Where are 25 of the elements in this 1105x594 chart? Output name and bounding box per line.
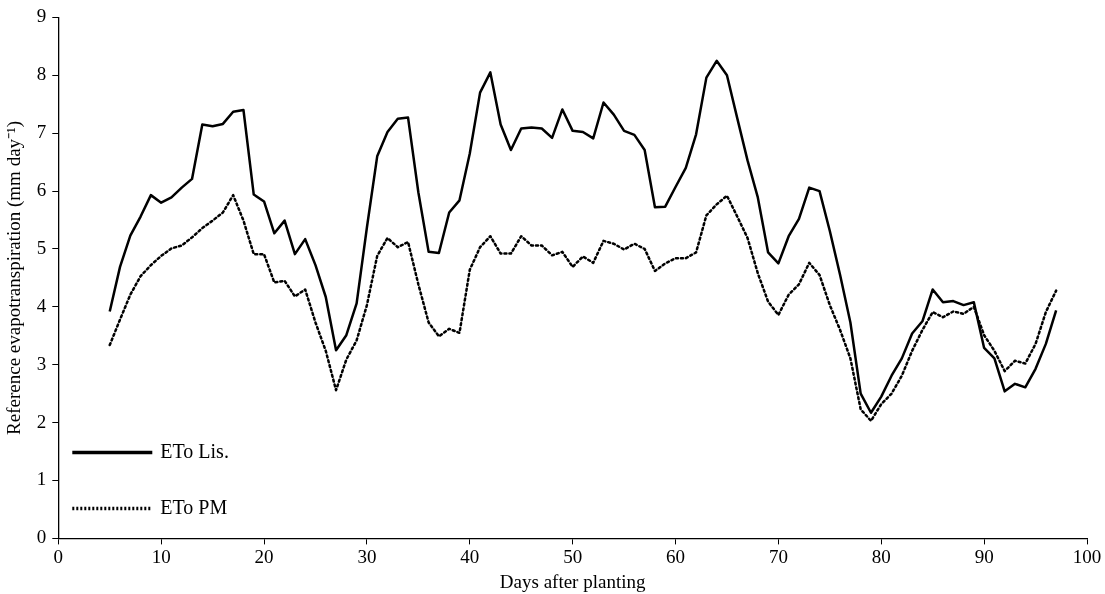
- legend-label: ETo Lis.: [160, 439, 229, 462]
- x-tick-label: 80: [871, 545, 891, 567]
- y-tick-label: 7: [36, 121, 47, 143]
- y-tick-label: 3: [36, 352, 47, 374]
- legend-label: ETo PM: [160, 495, 228, 518]
- x-axis-title: Days after planting: [499, 570, 646, 592]
- x-tick-label: 20: [254, 545, 274, 567]
- y-tick-label: 1: [36, 468, 47, 490]
- y-axis-title: Reference evapotranspiration (mm day⁻¹): [3, 120, 26, 435]
- x-tick-label: 40: [460, 545, 480, 567]
- x-tick-label: 0: [53, 545, 64, 567]
- y-tick-label: 4: [36, 294, 47, 316]
- y-tick-label: 6: [36, 179, 47, 201]
- x-tick-label: 10: [151, 545, 171, 567]
- x-tick-label: 70: [768, 545, 788, 567]
- x-tick-label: 50: [563, 545, 583, 567]
- x-tick-label: 30: [357, 545, 377, 567]
- y-tick-label: 0: [36, 526, 47, 548]
- x-tick-label: 60: [666, 545, 686, 567]
- y-tick-label: 8: [36, 63, 47, 85]
- x-tick-label: 100: [1072, 545, 1102, 567]
- y-tick-label: 5: [36, 236, 47, 258]
- x-tick-label: 90: [974, 545, 994, 567]
- y-tick-label: 9: [36, 5, 47, 27]
- y-tick-label: 2: [36, 410, 47, 432]
